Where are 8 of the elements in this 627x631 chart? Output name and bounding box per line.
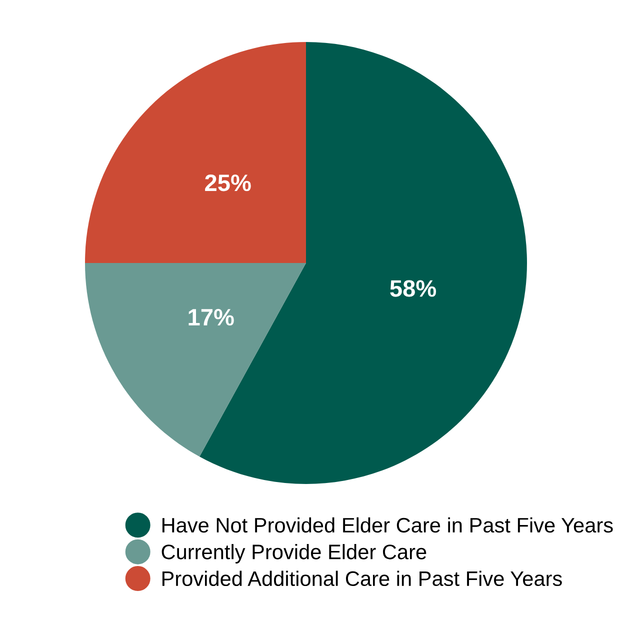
data-label: 58% <box>390 280 436 297</box>
legend-label: Provided Additional Care in Past Five Years <box>162 570 562 586</box>
pie-slice <box>85 263 306 457</box>
pie-slice <box>85 42 306 263</box>
data-label: 17% <box>188 308 234 326</box>
legend-label: Currently Provide Elder Care <box>162 544 426 564</box>
data-label: 25% <box>205 174 251 192</box>
legend-label: Have Not Provided Elder Care in Past Five Years <box>162 517 613 533</box>
